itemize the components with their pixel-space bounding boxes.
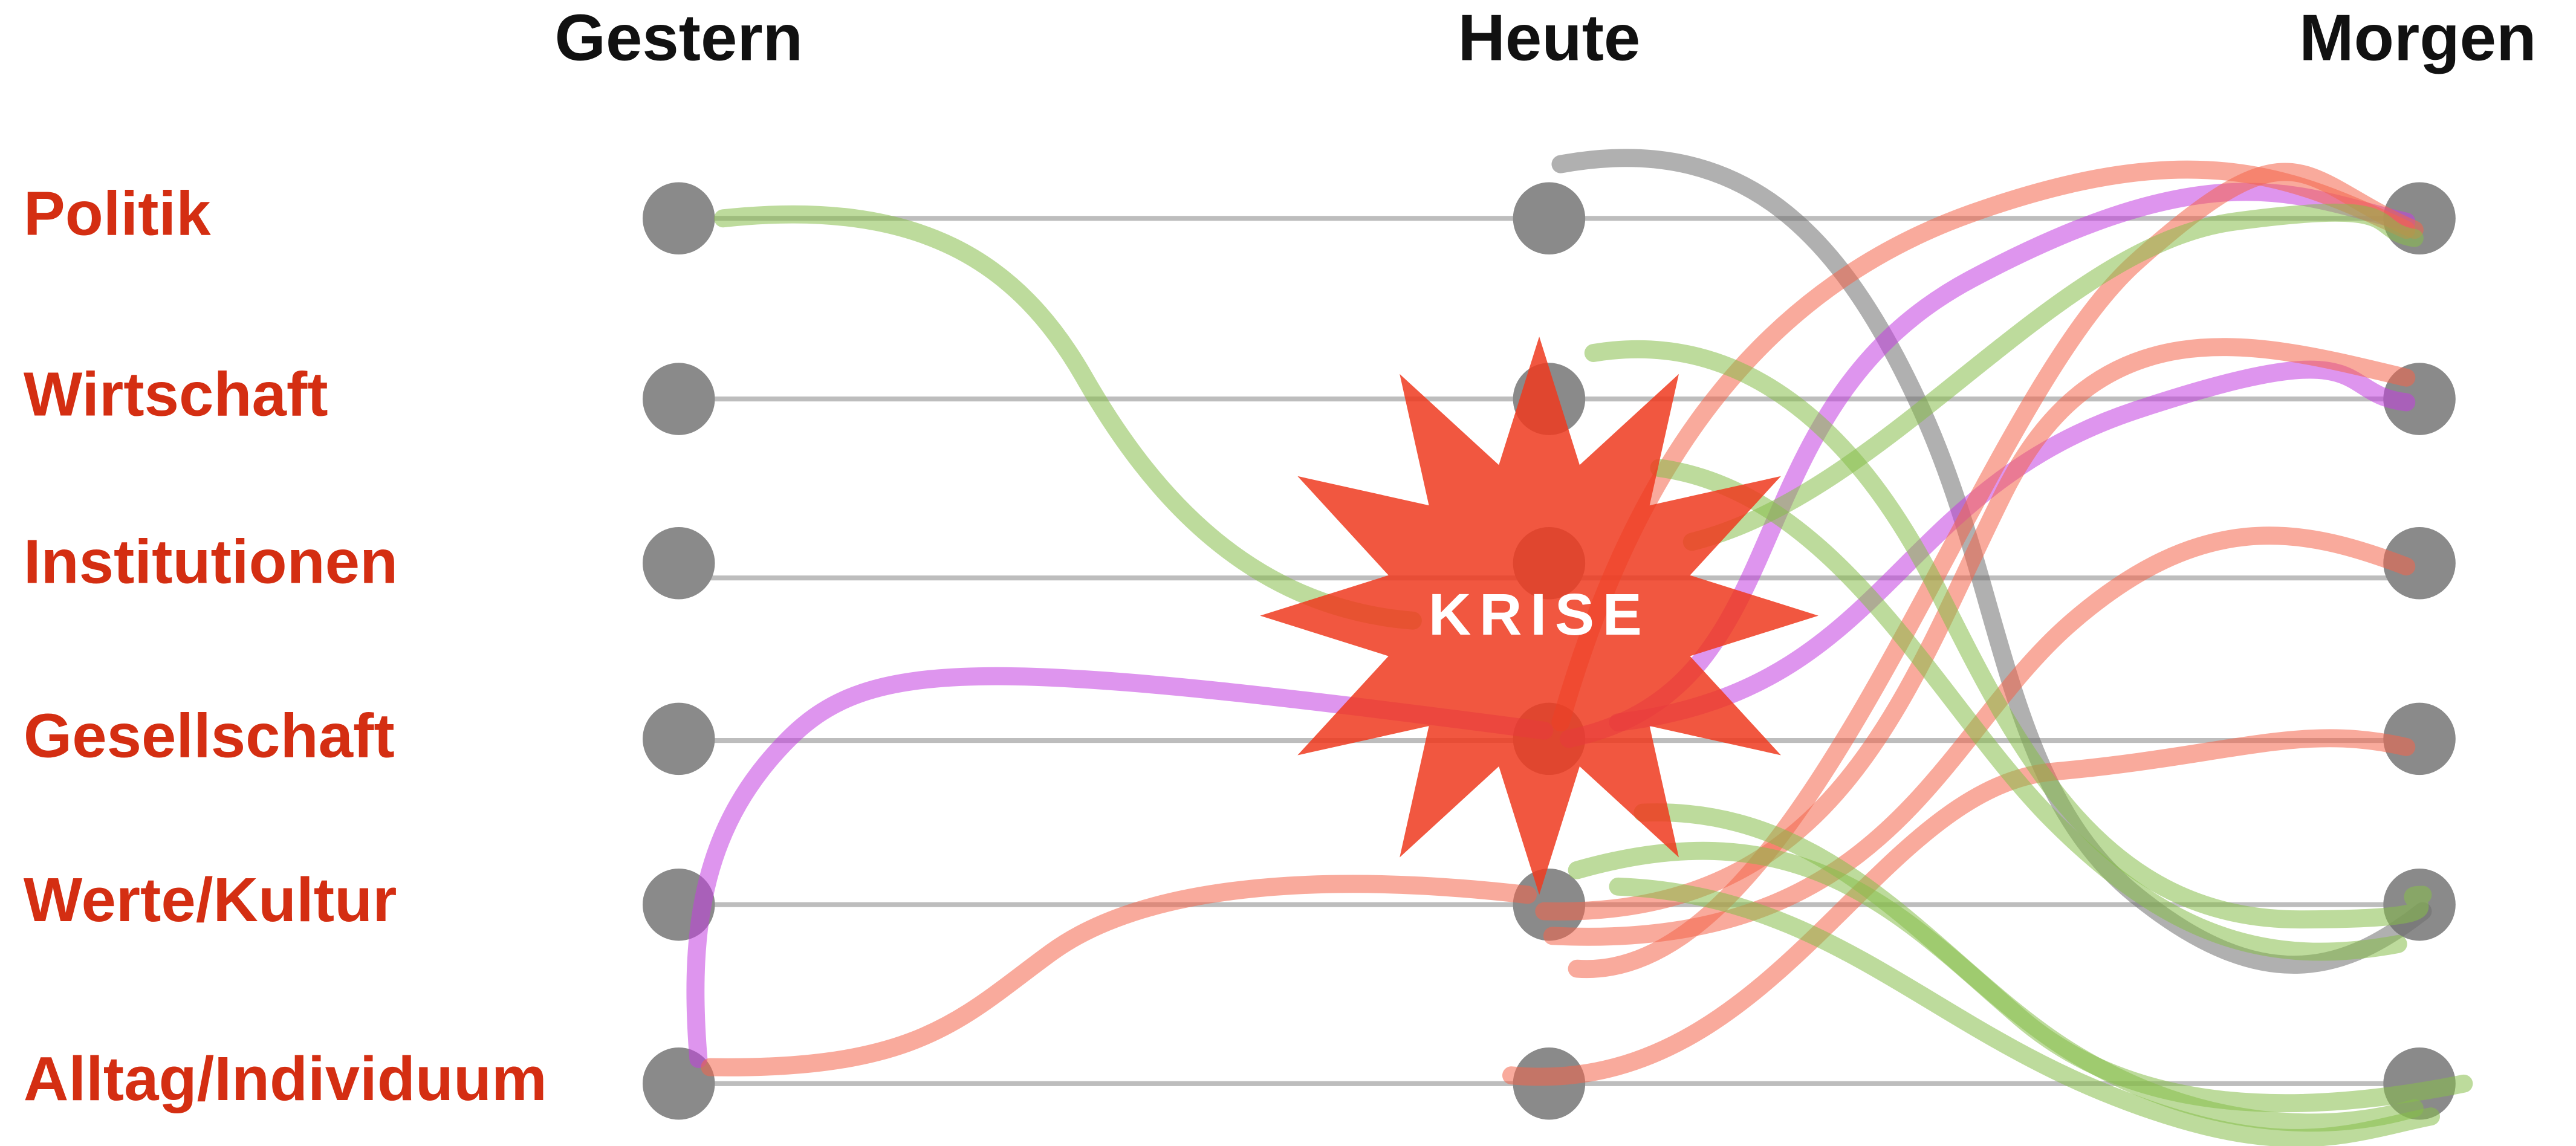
page: Gestern Heute Morgen Politik Wirtschaft … (0, 0, 2576, 1146)
row-label: Alltag/Individuum (24, 1044, 547, 1113)
node (643, 527, 715, 600)
column-title: Morgen (2299, 1, 2536, 74)
column-title: Heute (1458, 1, 1640, 74)
row-label: Institutionen (24, 526, 398, 596)
column-title: Gestern (554, 1, 803, 74)
row-label: Gesellschaft (24, 701, 395, 770)
row-label: Werte/Kultur (24, 865, 397, 934)
node (643, 363, 715, 435)
node (1513, 183, 1586, 255)
node (643, 703, 715, 775)
row-label: Politik (24, 179, 211, 248)
node (643, 183, 715, 255)
row-label: Wirtschaft (24, 359, 328, 429)
center-label: KRISE (1429, 581, 1650, 647)
diagram: Gestern Heute Morgen Politik Wirtschaft … (0, 0, 2576, 1146)
